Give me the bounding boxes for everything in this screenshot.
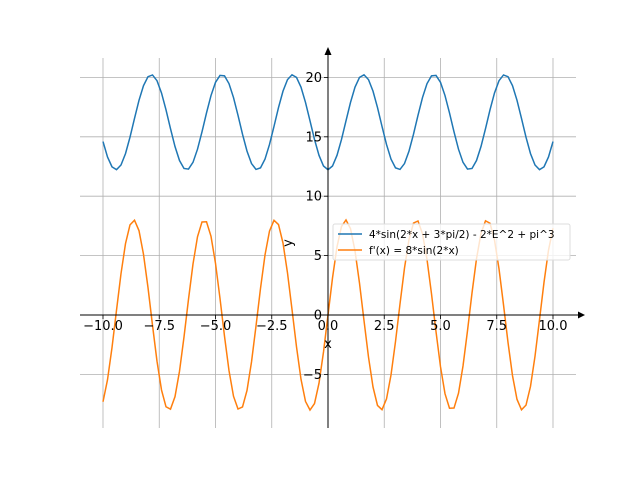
- legend-label-series-2: f'(x) = 8*sin(2*x): [369, 245, 459, 257]
- y-axis-arrow: [324, 47, 332, 55]
- y-tick-label: −5: [303, 368, 322, 383]
- x-axis-arrow: [578, 311, 585, 319]
- tick-marks: [102, 77, 554, 375]
- x-tick-label: −7.5: [143, 319, 175, 334]
- y-tick-label: 5: [314, 249, 322, 264]
- legend-box: [332, 223, 571, 261]
- x-tick-label: −10.0: [83, 319, 123, 334]
- y-tick-label: 20: [305, 71, 322, 86]
- x-axis-label: x: [324, 337, 332, 352]
- legend: 4*sin(2*x + 3*pi/2) - 2*E^2 + pi^3 f'(x)…: [332, 223, 571, 261]
- x-tick-label: −2.5: [256, 319, 288, 334]
- axes: [80, 47, 585, 428]
- x-tick-label: 5.0: [430, 319, 451, 334]
- y-tick-label: 10: [305, 190, 322, 205]
- x-tick-label: −5.0: [200, 319, 232, 334]
- x-tick-label: 2.5: [374, 319, 395, 334]
- tick-labels: −10.0 −7.5 −5.0 −2.5 0.0 2.5 5.0 7.5 10.0 −5 0 5 10 1…: [83, 71, 567, 383]
- legend-label-series-1: 4*sin(2*x + 3*pi/2) - 2*E^2 + pi^3: [369, 229, 555, 241]
- y-tick-label: 0: [314, 309, 322, 324]
- x-tick-label: 10.0: [539, 319, 568, 334]
- x-tick-label: 0.0: [318, 319, 339, 334]
- x-tick-label: 7.5: [486, 319, 507, 334]
- y-axis-label: y: [281, 239, 296, 247]
- y-tick-label: 15: [305, 130, 322, 145]
